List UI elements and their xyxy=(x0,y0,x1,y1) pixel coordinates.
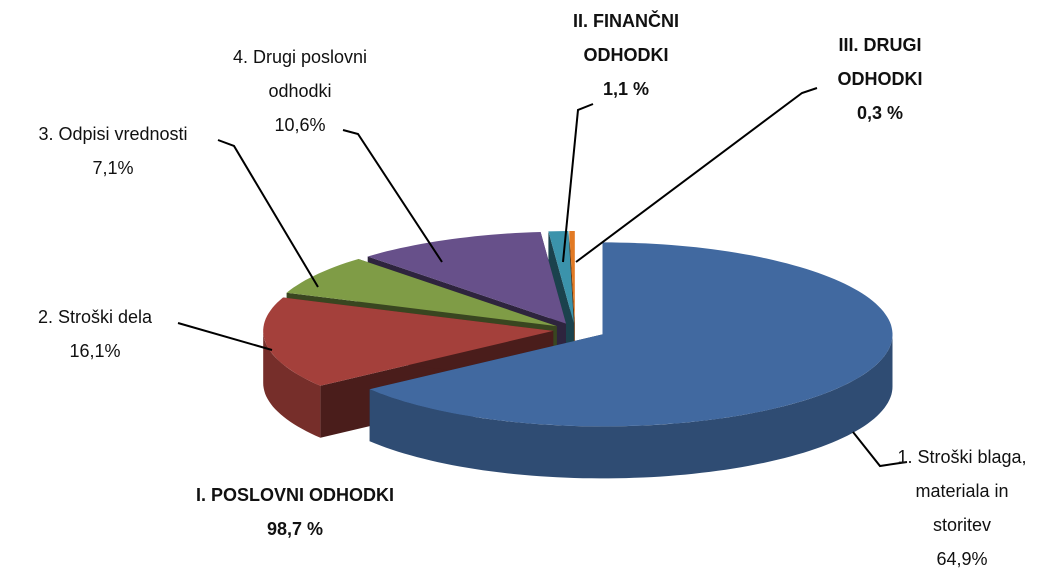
slice-side xyxy=(369,334,893,479)
value-label: 1,1 % xyxy=(603,79,649,99)
slice xyxy=(263,297,554,386)
category-label: ODHODKI xyxy=(584,45,669,65)
pie xyxy=(263,231,893,479)
leader-line xyxy=(575,87,818,263)
category-label: III. DRUGI xyxy=(838,35,921,55)
category-label: storitev xyxy=(933,515,991,535)
value-label: 16,1% xyxy=(69,341,120,361)
slice xyxy=(369,242,893,427)
category-label: 1. Stroški blaga, xyxy=(897,447,1026,467)
category-label: 2. Stroški dela xyxy=(38,307,153,327)
leader-line xyxy=(852,431,908,468)
slice-wall xyxy=(548,231,574,375)
category-label: ODHODKI xyxy=(838,69,923,89)
value-label: 7,1% xyxy=(92,158,133,178)
leader-line xyxy=(217,139,319,288)
group-label: I. POSLOVNI ODHODKI xyxy=(196,485,394,505)
slice xyxy=(367,232,566,324)
value-label: 10,6% xyxy=(274,115,325,135)
category-label: 3. Odpisi vrednosti xyxy=(38,124,187,144)
leader-line xyxy=(342,129,443,263)
slice xyxy=(569,231,575,323)
category-label: 4. Drugi poslovni xyxy=(233,47,367,67)
group-label: 98,7 % xyxy=(267,519,323,539)
value-label: 64,9% xyxy=(936,549,987,568)
category-label: II. FINANČNI xyxy=(573,10,679,31)
leader-line xyxy=(177,322,273,351)
category-label: materiala in xyxy=(915,481,1008,501)
category-label: odhodki xyxy=(268,81,331,101)
slice xyxy=(286,259,557,327)
slice xyxy=(548,231,574,323)
labels: 1. Stroški blaga, materiala in storitev 64,… xyxy=(38,10,1027,568)
slice-side xyxy=(263,330,321,438)
leader-line xyxy=(562,103,594,263)
value-label: 0,3 % xyxy=(857,103,903,123)
